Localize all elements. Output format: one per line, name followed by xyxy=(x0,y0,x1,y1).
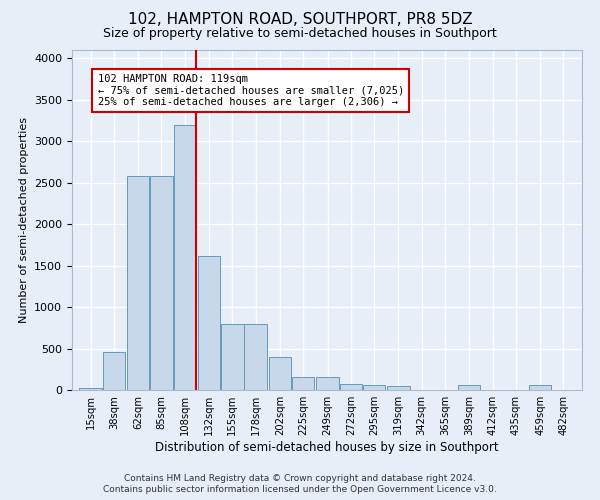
Bar xyxy=(127,176,149,390)
Bar xyxy=(387,386,410,390)
Bar xyxy=(79,388,102,390)
Text: Size of property relative to semi-detached houses in Southport: Size of property relative to semi-detach… xyxy=(103,28,497,40)
Bar xyxy=(340,384,362,390)
Bar xyxy=(103,352,125,390)
X-axis label: Distribution of semi-detached houses by size in Southport: Distribution of semi-detached houses by … xyxy=(155,441,499,454)
Text: 102 HAMPTON ROAD: 119sqm
← 75% of semi-detached houses are smaller (7,025)
25% o: 102 HAMPTON ROAD: 119sqm ← 75% of semi-d… xyxy=(97,74,404,107)
Bar xyxy=(150,176,173,390)
Bar xyxy=(198,256,220,390)
Bar xyxy=(292,377,314,390)
Bar xyxy=(269,357,291,390)
Bar xyxy=(244,324,267,390)
Bar xyxy=(458,386,481,390)
Bar xyxy=(173,124,196,390)
Bar xyxy=(529,386,551,390)
Text: Contains HM Land Registry data © Crown copyright and database right 2024.
Contai: Contains HM Land Registry data © Crown c… xyxy=(103,474,497,494)
Bar xyxy=(316,377,339,390)
Bar xyxy=(221,324,244,390)
Y-axis label: Number of semi-detached properties: Number of semi-detached properties xyxy=(19,117,29,323)
Text: 102, HAMPTON ROAD, SOUTHPORT, PR8 5DZ: 102, HAMPTON ROAD, SOUTHPORT, PR8 5DZ xyxy=(128,12,472,28)
Bar xyxy=(363,384,385,390)
